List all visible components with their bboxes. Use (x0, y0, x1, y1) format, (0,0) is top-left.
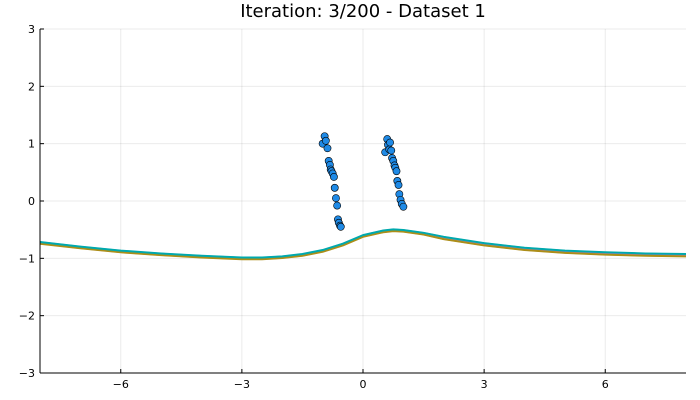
data-point-9 (330, 173, 338, 181)
y-tick-labels: −3 −2 −1 0 1 2 3 (19, 23, 35, 380)
data-point-33 (399, 202, 408, 211)
y-tick-label-6: 3 (28, 23, 35, 36)
y-tick-label-5: 2 (28, 80, 35, 93)
data-point-3 (323, 144, 332, 153)
scatter-points (318, 132, 408, 231)
data-point-22 (387, 146, 396, 155)
y-tick-label-2: −1 (19, 252, 35, 265)
x-tick-labels: −6 −3 0 3 6 (113, 378, 609, 391)
data-point-12 (333, 201, 342, 210)
data-point-21 (386, 138, 394, 147)
data-point-2 (321, 136, 330, 145)
x-tick-label-4: 6 (602, 378, 609, 391)
series-line-5 (39, 228, 687, 259)
data-point-10 (330, 183, 339, 192)
axes (39, 28, 686, 374)
y-tick-label-0: −3 (19, 367, 35, 380)
y-tick-label-4: 1 (28, 138, 35, 151)
y-tick-label-3: 0 (28, 195, 35, 208)
x-tick-label-2: 0 (360, 378, 367, 391)
grid (40, 28, 686, 374)
chart-title: Iteration: 3/200 - Dataset 1 (240, 1, 486, 22)
curves (39, 228, 687, 261)
y-tick-label-1: −2 (19, 310, 35, 323)
x-tick-label-0: −6 (113, 378, 129, 391)
x-tick-label-1: −3 (234, 378, 250, 391)
data-point-27 (392, 167, 401, 176)
data-point-29 (394, 181, 403, 189)
data-point-16 (336, 222, 345, 231)
series-line-4 (39, 230, 687, 261)
data-point-11 (332, 194, 340, 203)
x-tick-label-3: 3 (481, 378, 488, 391)
